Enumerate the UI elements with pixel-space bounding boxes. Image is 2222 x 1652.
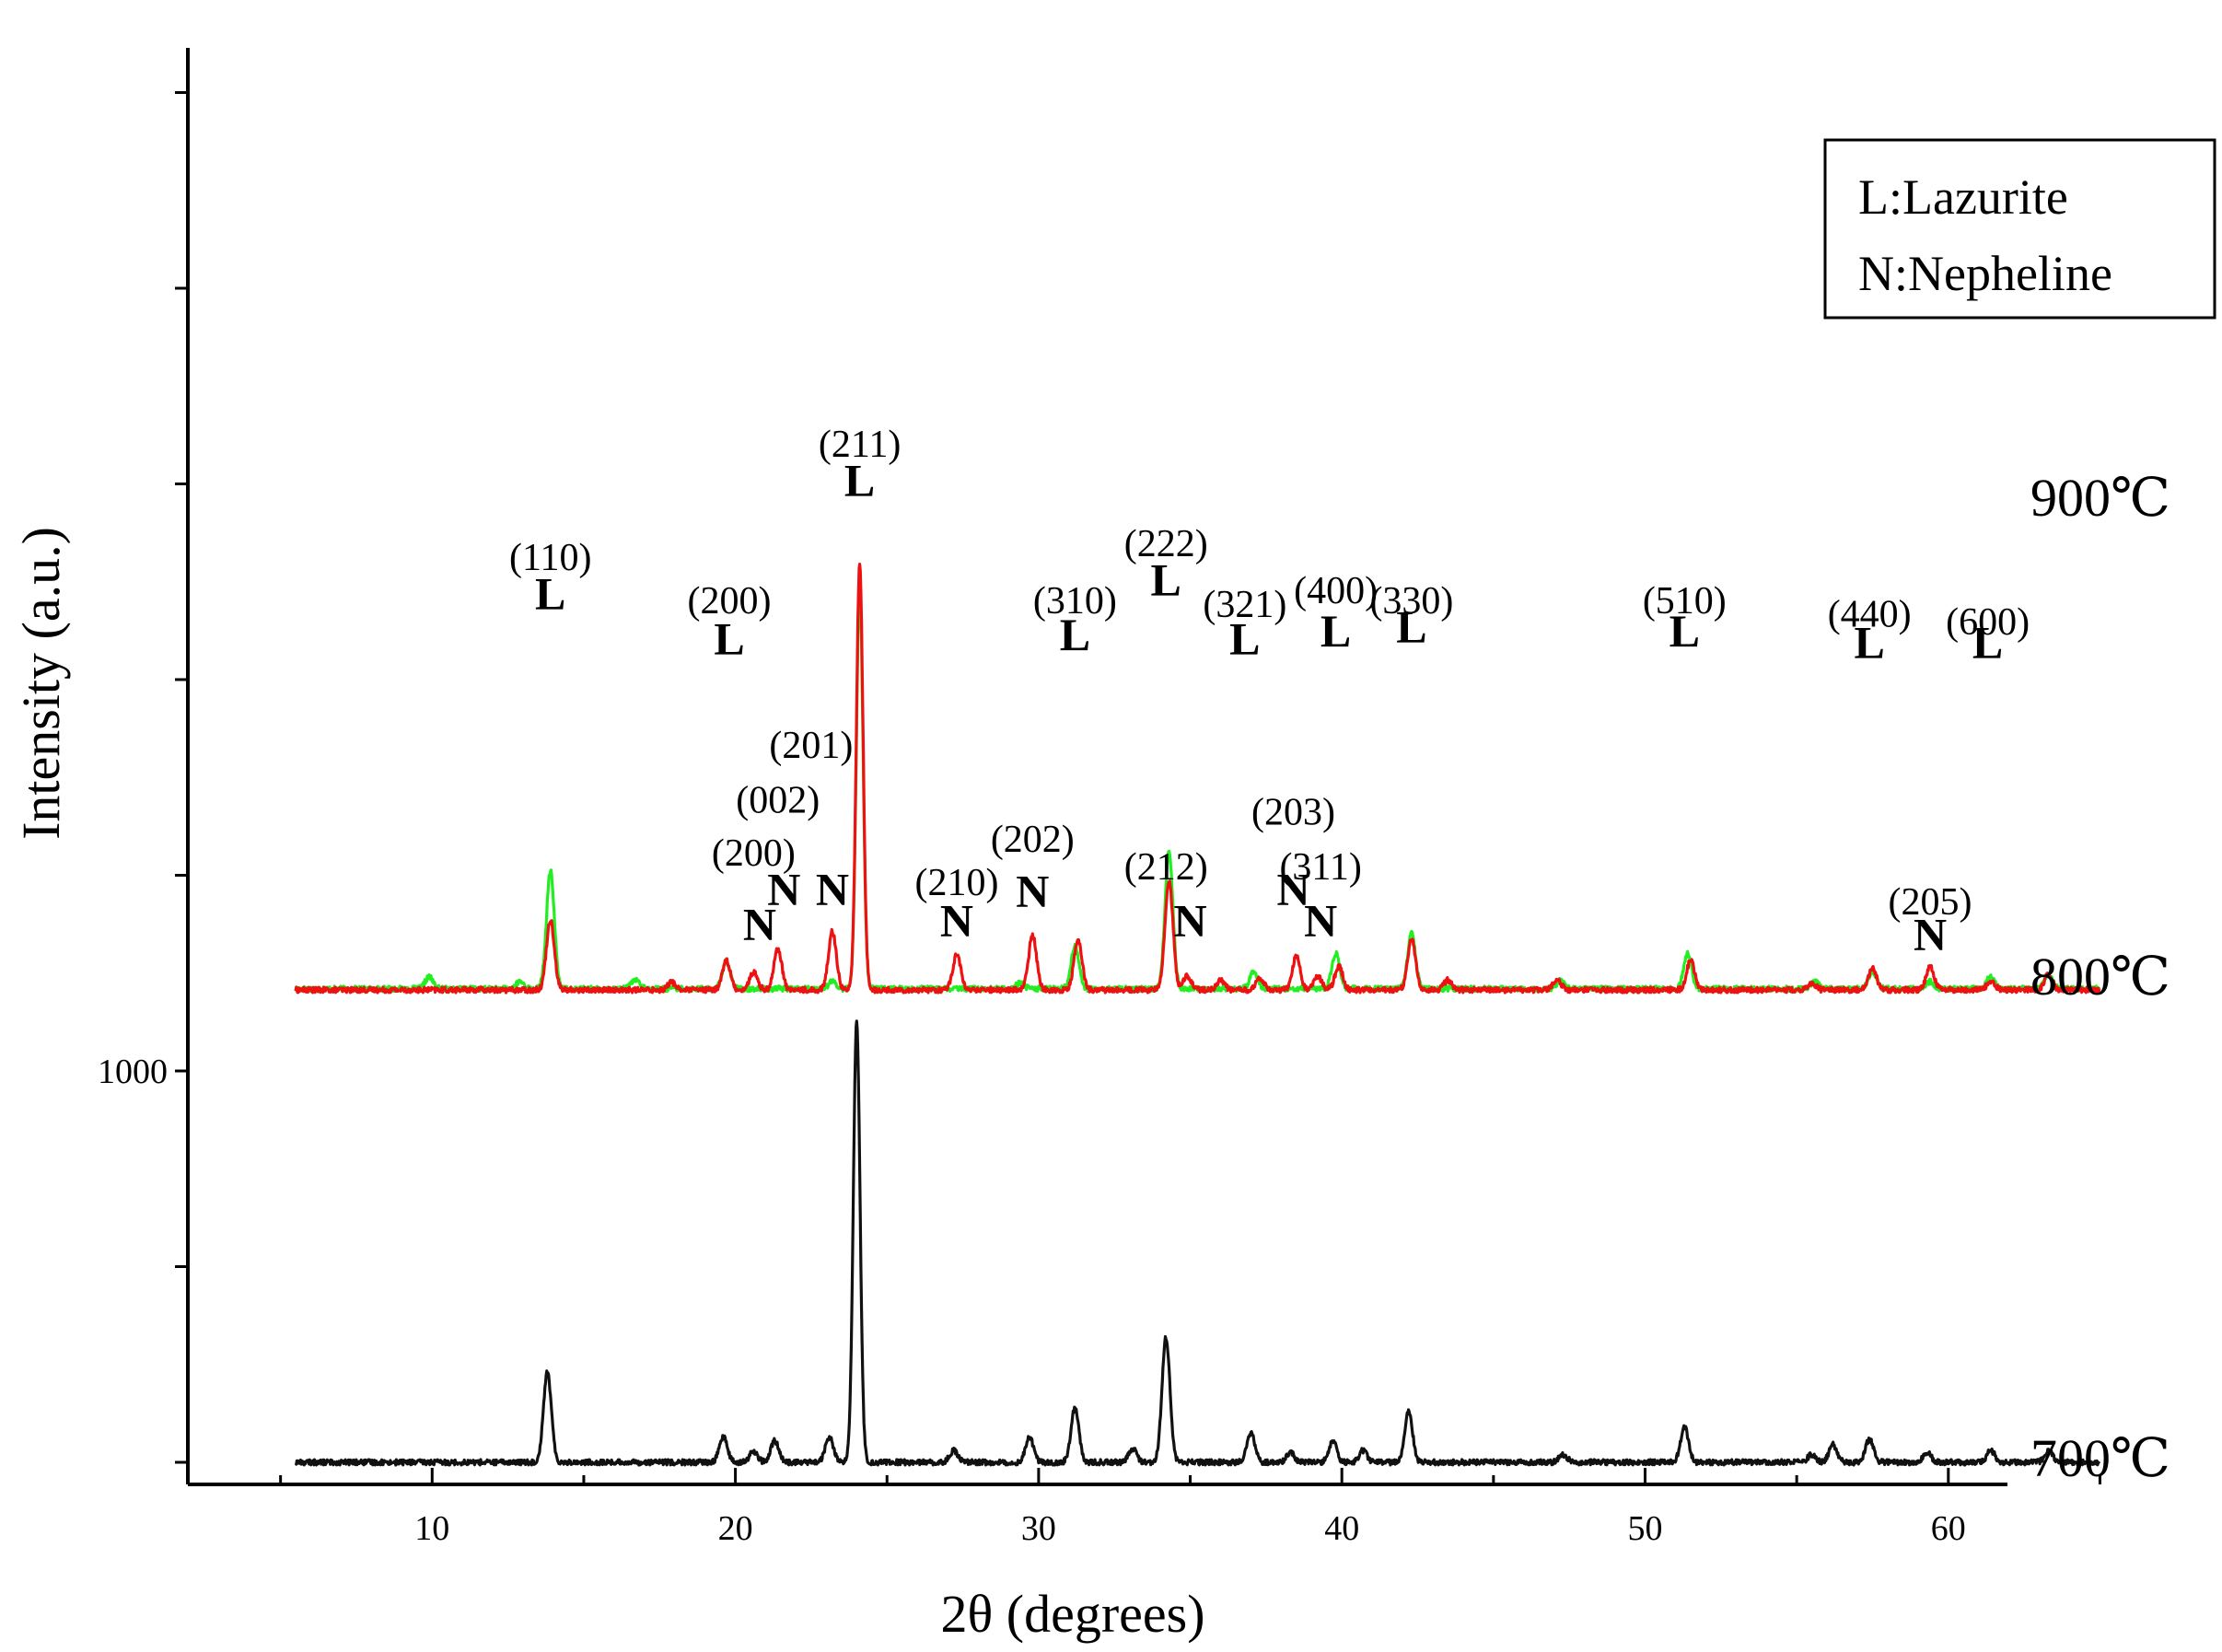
peak-hkl-label: (400) [1294,570,1378,612]
x-tick-label: 20 [718,1509,753,1548]
peak-phase-label: L [714,612,744,664]
peak-hkl-label: (510) [1643,580,1727,622]
y-axis-title: Intensity (a.u.) [11,527,71,840]
x-ticks: 10 20 30 40 50 60 [279,1468,2101,1548]
legend-entry-lazurite: L:Lazurite [1858,169,2068,225]
peak-hkl-label: (440) [1828,594,1912,636]
peak-phase-label: L [535,568,565,620]
peak-phase-label: L [1855,617,1885,669]
peak-phase-label: N [1914,908,1947,960]
y-tick-label: 1000 [98,1053,168,1091]
x-tick-label: 40 [1324,1509,1359,1548]
peak-hkl-label: (311) [1279,846,1361,889]
peak-hkl-label: (212) [1124,846,1208,889]
temperature-label: 700℃ [2030,1428,2170,1488]
peak-hkl-label: (210) [914,862,998,904]
peak-hkl-label: (002) [736,780,820,822]
peak-phase-label: N [1304,894,1337,946]
peak-phase-label: N [816,863,849,914]
series-layer [294,562,2101,1467]
peak-hkl-label: (330) [1369,580,1453,622]
series-line [294,562,2101,995]
peak-hkl-label: (201) [769,725,853,767]
peak-phase-label: L [1396,601,1426,653]
y-ticks [175,91,188,1464]
peak-hkl-label: (203) [1251,791,1335,833]
peak-hkl-label: (110) [509,537,591,579]
peak-phase-label: N [940,894,973,946]
peak-phase-label: L [1320,605,1351,657]
peak-hkl-label: (205) [1889,881,1972,924]
peak-hkl-label: (211) [819,424,901,466]
x-axis-title: 2θ (degrees) [940,1584,1204,1644]
temperature-label: 800℃ [2030,947,2170,1006]
peak-phase-label: L [1060,609,1090,660]
temp-labels: 900℃ 800℃ 700℃ [2030,468,2170,1488]
peak-hkl-label: (200) [712,832,796,875]
legend-box [1823,138,2216,320]
peak-phase-label: N [1173,894,1206,946]
peak-phase-label: L [1669,605,1700,657]
legend: L:Lazurite N:Nepheline [1823,138,2216,320]
peak-phase-label: N [1276,863,1309,914]
x-tick-label: 50 [1628,1509,1663,1548]
x-tick-label: 60 [1931,1509,1966,1548]
peak-hkl-label: (321) [1203,584,1286,626]
peak-hkl-label: (222) [1124,523,1208,565]
peak-hkl-label: (600) [1946,601,2030,644]
peak-phase-label: L [1151,554,1181,606]
peak-phase-label: L [1972,617,2003,669]
peak-hkl-label: (310) [1033,580,1117,622]
peak-hkl-label: (202) [991,819,1075,861]
peak-phase-label: N [1016,866,1049,917]
peak-hkl-label: (200) [688,580,772,622]
legend-entry-nepheline: N:Nepheline [1858,246,2112,301]
peak-phase-label: N [743,899,776,950]
series-line [294,1019,2101,1467]
peak-phase-label: L [1229,612,1260,664]
x-tick-label: 10 [414,1509,449,1548]
temperature-label: 900℃ [2030,468,2170,528]
peak-phase-label: N [767,863,800,914]
x-tick-label: 30 [1021,1509,1056,1548]
annotation-layer: (110)L (200)L(211)L(310)L(222)L (321)L(400… [509,424,2030,960]
axes: 10 20 30 40 50 60 1000 [98,48,2101,1548]
peak-phase-label: L [844,454,875,506]
